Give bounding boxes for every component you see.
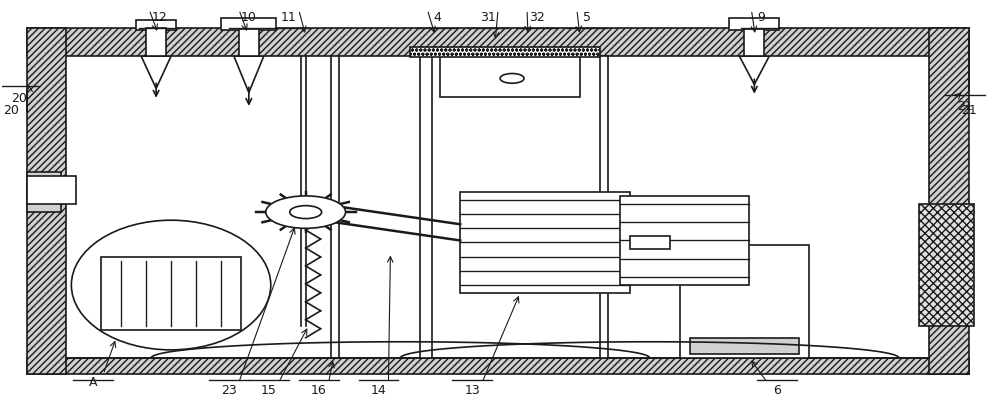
Circle shape [757, 347, 781, 357]
Polygon shape [467, 71, 507, 86]
Bar [239, 29, 259, 56]
Bar [27, 358, 969, 374]
Text: 6: 6 [773, 384, 781, 397]
Bar [146, 28, 166, 56]
Text: A: A [89, 376, 98, 389]
Text: 21: 21 [961, 104, 977, 117]
Bar [630, 236, 670, 248]
Bar [420, 56, 432, 358]
Polygon shape [234, 56, 264, 93]
Text: 11: 11 [281, 11, 297, 24]
Text: 10: 10 [241, 11, 257, 24]
Text: 31: 31 [480, 11, 496, 24]
Bar [729, 18, 779, 30]
Text: 14: 14 [371, 384, 386, 397]
Bar [460, 192, 630, 293]
Bar [136, 20, 176, 30]
Ellipse shape [71, 220, 271, 350]
Text: 23: 23 [221, 384, 237, 397]
Bar [690, 338, 799, 354]
Bar [929, 28, 969, 374]
Circle shape [290, 206, 322, 219]
Polygon shape [517, 71, 557, 86]
Circle shape [114, 329, 138, 339]
Polygon shape [141, 56, 171, 89]
Text: 20: 20 [12, 92, 27, 105]
Circle shape [500, 73, 524, 83]
Bar [27, 28, 66, 374]
Bar [440, 56, 580, 97]
Bar [620, 196, 749, 285]
Bar [744, 29, 764, 56]
Text: 15: 15 [261, 384, 277, 397]
Bar [410, 47, 600, 57]
Text: 9: 9 [757, 11, 765, 24]
Bar [27, 28, 969, 56]
Bar [221, 18, 276, 30]
Bar [600, 56, 608, 358]
Text: 4: 4 [433, 11, 441, 24]
Text: 13: 13 [464, 384, 480, 397]
Bar [27, 172, 61, 212]
Text: 32: 32 [529, 11, 545, 24]
Text: 12: 12 [151, 11, 167, 24]
Text: 21: 21 [957, 100, 973, 113]
Polygon shape [739, 56, 769, 84]
Text: 5: 5 [583, 11, 591, 24]
Circle shape [266, 196, 346, 228]
Bar [919, 204, 974, 326]
Text: 16: 16 [311, 384, 327, 397]
Bar [101, 257, 241, 330]
Circle shape [615, 233, 665, 253]
Bar [680, 244, 809, 358]
Bar [27, 175, 76, 204]
Circle shape [204, 329, 228, 339]
Circle shape [693, 347, 716, 357]
Text: 20: 20 [4, 104, 19, 117]
